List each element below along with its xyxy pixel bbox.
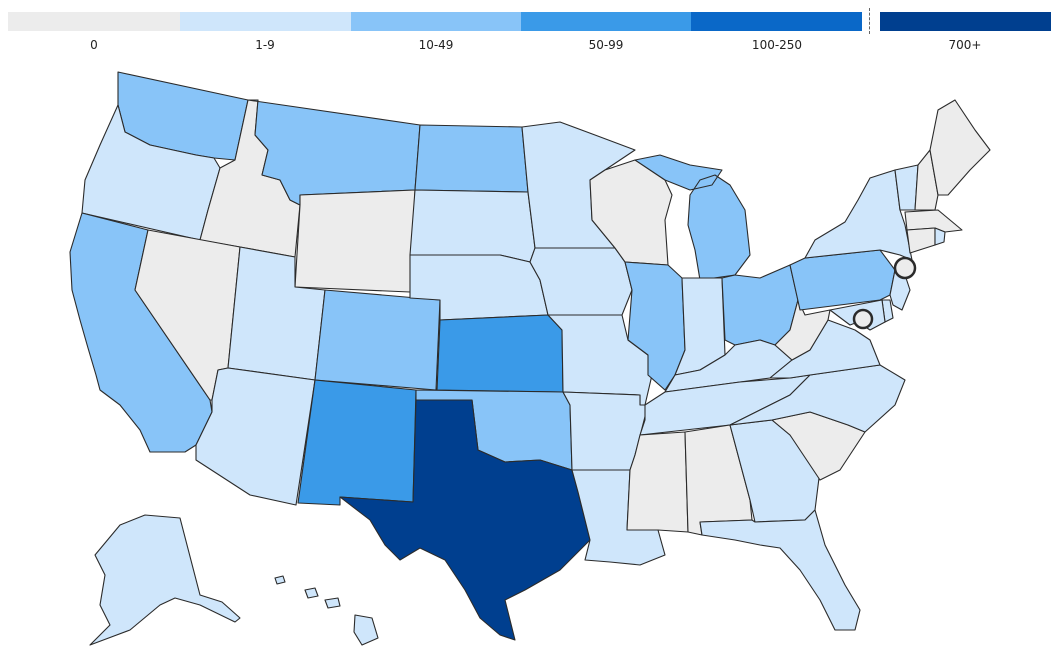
legend-label-700plus: 700+: [948, 38, 982, 52]
state-ia[interactable]: [529, 247, 633, 316]
state-ri[interactable]: [934, 227, 946, 246]
legend: 0 1-9 10-49 50-99 100-250 700+: [0, 0, 1057, 60]
state-nd[interactable]: [414, 124, 529, 193]
legend-swatch-100-250: [691, 12, 862, 31]
state-ks[interactable]: [436, 314, 564, 393]
legend-label-10-49: 10-49: [418, 38, 454, 52]
legend-swatch-700plus: [880, 12, 1051, 31]
state-nm[interactable]: [297, 379, 417, 506]
legend-swatch-1-9: [180, 12, 351, 31]
state-fl[interactable]: [699, 509, 861, 631]
state-ak[interactable]: [89, 514, 241, 646]
state-wi[interactable]: [589, 159, 673, 266]
state-ct[interactable]: [906, 227, 936, 254]
state-me[interactable]: [929, 99, 991, 196]
state-co[interactable]: [314, 289, 441, 391]
legend-swatch-10-49: [351, 12, 521, 31]
marker-dc[interactable]: [852, 308, 874, 330]
state-az[interactable]: [195, 367, 316, 506]
state-ny[interactable]: [804, 169, 913, 261]
legend-label-50-99: 50-99: [588, 38, 624, 52]
state-wy[interactable]: [294, 189, 416, 293]
legend-label-1-9: 1-9: [255, 38, 275, 52]
legend-swatch-0: [8, 12, 180, 31]
state-il[interactable]: [624, 261, 686, 391]
states-layer: [69, 71, 991, 646]
legend-label-0: 0: [90, 38, 98, 52]
legend-separator: [869, 8, 870, 34]
city-markers-layer: [852, 256, 917, 330]
state-sd[interactable]: [409, 189, 536, 263]
state-nc[interactable]: [729, 364, 906, 433]
state-hi[interactable]: [274, 575, 379, 646]
state-tx[interactable]: [339, 399, 591, 641]
legend-swatch-50-99: [521, 12, 691, 31]
legend-label-100-250: 100-250: [751, 38, 803, 52]
marker-nyc[interactable]: [893, 256, 917, 280]
state-mi[interactable]: [634, 154, 751, 281]
